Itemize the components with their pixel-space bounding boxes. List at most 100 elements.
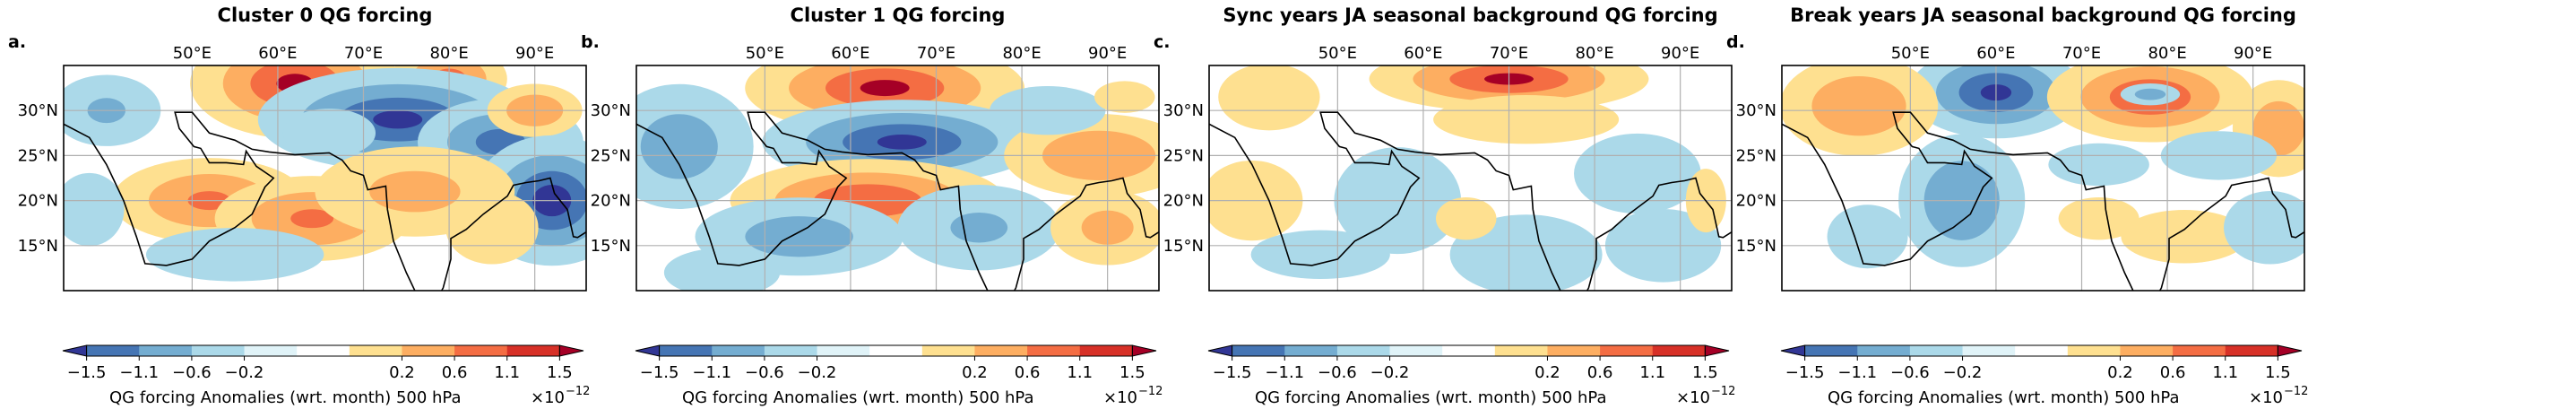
panel-label: a. [8,32,26,52]
colorbar-tick-label: −0.2 [225,363,264,382]
colorbar-segment [2173,345,2226,356]
lat-tick-label: 30°N [1736,101,1776,120]
panel-label: c. [1154,32,1170,52]
colorbar-tick-label: 0.6 [1015,363,1041,382]
colorbar-tick-label: 0.2 [962,363,988,382]
contour-region [1435,197,1497,240]
lon-tick-label: 80°E [1575,44,1613,63]
colorbar-tick-label: −1.5 [1213,363,1252,382]
lat-tick-label: 20°N [18,192,58,211]
colorbar-tick-label: 0.2 [2107,363,2133,382]
colorbar-frame [86,344,560,357]
colorbar-segment [974,345,1028,356]
colorbar-tick-label: 0.6 [2160,363,2186,382]
colorbar: −1.5 −1.1 −0.6 −0.2 0.2 0.6 1.1 1.5 QG forcing A… [1780,344,2308,407]
colorbar-exponent: −12 [1711,385,1735,398]
colorbar-tick-label: 0.2 [1534,363,1560,382]
panel-4: Break years JA seasonal background QG fo… [1726,4,2308,407]
colorbar-label: QG forcing Anomalies (wrt. month) 500 hP… [682,388,1034,407]
contour-region [860,80,910,97]
colorbar-segment [1857,345,1911,356]
contour-region [1218,65,1320,131]
map-frame [63,65,587,292]
lon-tick-label: 50°E [1891,44,1930,63]
lat-tick-label: 25°N [18,146,58,165]
lon-tick-label: 50°E [746,44,784,63]
lat-tick-label: 25°N [591,146,631,165]
coastline [64,111,586,291]
panel-title: Break years JA seasonal background QG fo… [1790,4,2296,26]
colorbar-segment [1336,345,1391,356]
lat-tick-label: 20°N [1163,192,1204,211]
contour-region [1250,230,1390,280]
colorbar-tick-label: −0.2 [1943,363,1983,382]
contour-region [2048,143,2149,187]
contour-region [1094,81,1155,113]
colorbar-segment [1284,345,1338,356]
lon-tick-label: 70°E [2062,44,2101,63]
colorbar-extend-high [558,344,584,357]
colorbar-segment [349,345,402,356]
colorbar-label: QG forcing Anomalies (wrt. month) 500 hP… [109,388,462,407]
colorbar-exponent: −12 [1138,385,1163,398]
lat-tick-label: 20°N [591,192,631,211]
colorbar-extend-high [2277,344,2303,357]
contour-region [2134,88,2166,100]
coastline [1782,111,2304,291]
lon-tick-label: 60°E [1404,44,1442,63]
colorbar-extend-low [62,344,88,357]
coastline-island [2165,292,2183,326]
colorbar-tick-label: 0.6 [442,363,468,382]
colorbar-tick-label: 1.5 [1119,363,1145,382]
colorbar-tick-label: −1.1 [1837,363,1877,382]
colorbar-segment [1079,345,1133,356]
contour-region [2224,190,2304,265]
colorbar-tick-label: −0.6 [1318,363,1357,382]
colorbar-segment [2015,345,2069,356]
coastline-island [1593,292,1610,326]
colorbar-segment [1909,345,1964,356]
contour-region [640,114,718,179]
colorbar: −1.5 −1.1 −0.6 −0.2 0.2 0.6 1.1 1.5 QG forcing A… [62,344,590,407]
colorbar-multiplier: ×10 [2249,388,2283,407]
lat-tick-label: 25°N [1163,146,1204,165]
colorbar-tick-label: 1.1 [1639,363,1665,382]
lon-tick-label: 90°E [1661,44,1699,63]
lon-tick-label: 60°E [258,44,297,63]
colorbar-segment [1652,345,1706,356]
colorbar-tick-label: −0.6 [745,363,784,382]
colorbar-tick-label: −1.1 [1265,363,1304,382]
colorbar-tick-label: 1.1 [494,363,520,382]
coastline [636,111,1159,291]
panel-title: Cluster 1 QG forcing [791,4,1006,26]
colorbar-extend-low [1207,344,1233,357]
contour-region [950,212,1008,243]
colorbar-tick-label: −0.6 [1890,363,1930,382]
colorbar-extend-low [635,344,661,357]
contour-region [2058,197,2139,240]
contour-region [2121,209,2249,264]
colorbar: −1.5 −1.1 −0.6 −0.2 0.2 0.6 1.1 1.5 QG forcing A… [635,344,1163,407]
colorbar-label: QG forcing Anomalies (wrt. month) 500 hP… [1255,388,1607,407]
lon-tick-label: 90°E [2234,44,2272,63]
colorbar-segment [402,345,455,356]
colorbar-segment [869,345,923,356]
colorbar-segment [817,345,870,356]
contour-region [1574,133,1701,214]
colorbar-segment [1027,345,1081,356]
contour-region [64,172,125,247]
panel-label: d. [1726,32,1745,52]
colorbar-tick-label: 1.1 [1067,363,1093,382]
colorbar-segment [1442,345,1496,356]
panel-title: Sync years JA seasonal background QG for… [1223,4,1717,26]
coastline-island [1020,292,1037,326]
lon-tick-label: 60°E [831,44,869,63]
colorbar-segment [1389,345,1443,356]
colorbar-segment [1232,345,1285,356]
lon-tick-label: 70°E [1490,44,1528,63]
colorbar-frame [1804,344,2278,357]
lat-tick-label: 20°N [1736,192,1776,211]
panel-2: Cluster 1 QG forcing b. 50°E 60°E 70°E 80°E 90… [581,4,1163,407]
colorbar-segment [86,345,140,356]
contour-region [1827,205,1908,269]
